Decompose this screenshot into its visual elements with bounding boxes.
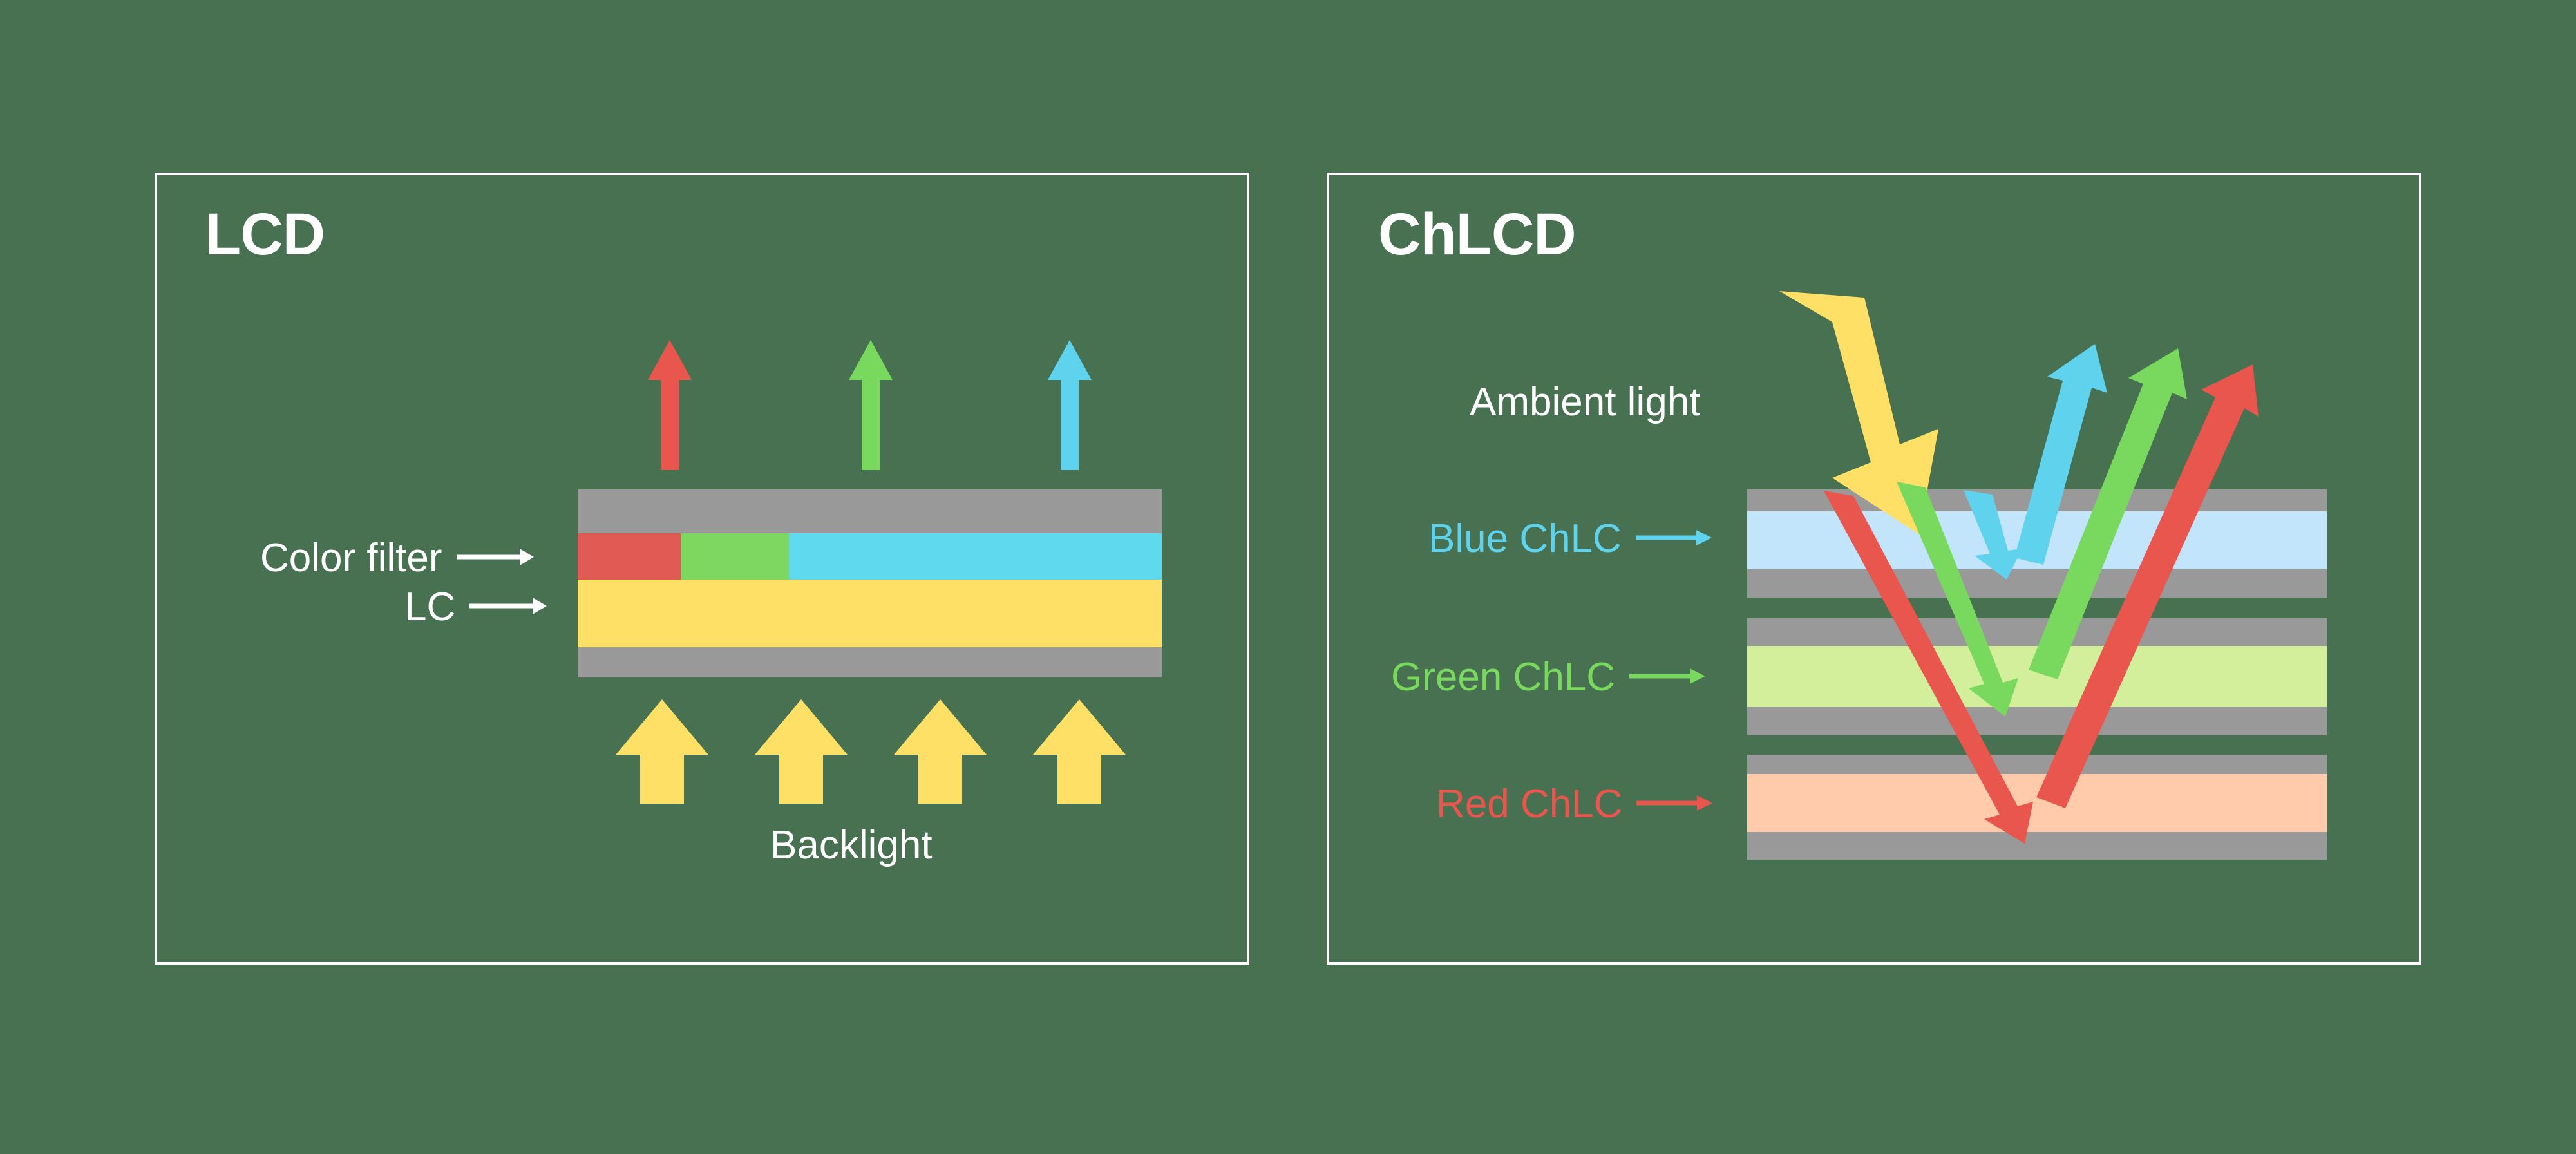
chlcd-blue-cell-glass-bottom xyxy=(1747,569,2327,598)
arrow-right-icon-color-filter xyxy=(456,544,534,573)
arrow-right-icon-lc xyxy=(469,593,547,622)
arrow-right-icon-red-chlc xyxy=(1636,790,1713,819)
chlcd-label-red-row: Red ChLC xyxy=(1436,782,1713,826)
arrow-right-icon-green-chlc xyxy=(1629,663,1706,692)
lcd-layer-liquid-crystal xyxy=(578,580,1162,647)
panel-chlcd xyxy=(1327,173,2421,965)
lcd-layer-bottom-glass xyxy=(578,647,1162,677)
lcd-color-filter-red xyxy=(578,533,681,580)
chlcd-red-chlc-layer xyxy=(1747,774,2327,832)
chlcd-blue-cell-glass-top xyxy=(1747,489,2327,511)
lcd-color-filter-blue xyxy=(789,533,1162,580)
chlcd-red-cell-glass-top xyxy=(1747,755,2327,774)
arrow-right-icon-blue-chlc xyxy=(1635,525,1712,554)
lcd-layer-top-glass xyxy=(578,489,1162,533)
chlcd-label-green-row: Green ChLC xyxy=(1391,655,1706,699)
lcd-color-filter-green xyxy=(681,533,789,580)
chlcd-red-cell-glass-bottom xyxy=(1747,832,2327,860)
chlcd-label-blue-chlc: Blue ChLC xyxy=(1428,516,1622,561)
chlcd-blue-chlc-layer xyxy=(1747,511,2327,569)
chlcd-label-green-chlc: Green ChLC xyxy=(1391,655,1616,699)
lcd-label-lc-row: LC xyxy=(404,587,547,627)
chlcd-green-chlc-layer xyxy=(1747,646,2327,707)
chlcd-green-cell-glass-top xyxy=(1747,618,2327,646)
lcd-label-color-filter: Color filter xyxy=(260,536,442,580)
panel-title-chlcd: ChLCD xyxy=(1378,202,1577,267)
chlcd-label-ambient-light: Ambient light xyxy=(1470,380,1701,424)
lcd-label-color-filter-row: Color filter xyxy=(260,538,534,578)
lcd-label-lc: LC xyxy=(404,585,456,629)
chlcd-label-red-chlc: Red ChLC xyxy=(1436,782,1623,826)
chlcd-label-blue-row: Blue ChLC xyxy=(1428,519,1712,559)
panel-title-lcd: LCD xyxy=(205,202,325,267)
panel-lcd xyxy=(155,173,1249,965)
lcd-label-backlight: Backlight xyxy=(770,823,933,867)
chlcd-green-cell-glass-bottom xyxy=(1747,707,2327,735)
